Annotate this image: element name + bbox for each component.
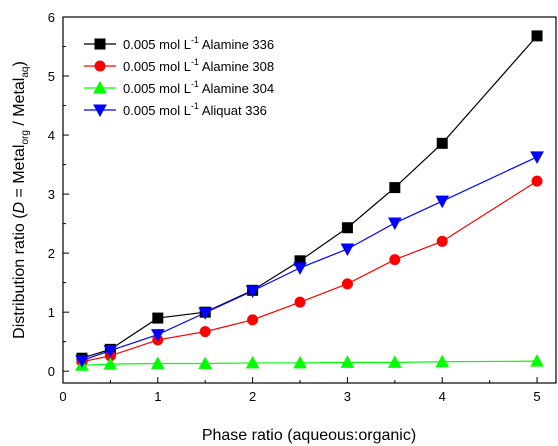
data-point xyxy=(340,243,355,257)
data-point xyxy=(436,137,448,149)
legend-label-prefix: 0.005 mol L xyxy=(123,81,191,96)
series-line xyxy=(81,156,538,362)
legend-entry: 0.005 mol L-1 Alamine 308 xyxy=(84,57,274,74)
legend-label-suffix: Alamine 304 xyxy=(199,81,274,96)
data-point xyxy=(294,296,306,308)
legend-label: 0.005 mol L-1 Alamine 304 xyxy=(123,79,274,96)
series-alamine-304 xyxy=(75,354,544,371)
y-tick-label: 5 xyxy=(48,69,55,84)
data-point xyxy=(103,345,118,358)
legend-label-sup: -1 xyxy=(191,101,199,111)
legend-label: 0.005 mol L-1 Alamine 336 xyxy=(123,35,274,52)
legend-entry: 0.005 mol L-1 Aliquat 336 xyxy=(84,101,267,118)
legend-label-sup: -1 xyxy=(191,79,199,89)
data-point xyxy=(293,355,307,369)
data-point xyxy=(75,355,89,368)
data-point xyxy=(435,195,450,209)
data-point xyxy=(150,329,165,342)
data-point xyxy=(94,60,106,72)
x-tick-label: 2 xyxy=(249,389,256,404)
data-point xyxy=(93,80,107,94)
data-point xyxy=(436,235,448,247)
data-point xyxy=(152,312,164,324)
data-point xyxy=(247,314,259,326)
x-axis-title: Phase ratio (aqueous:organic) xyxy=(202,427,416,444)
data-point xyxy=(199,326,211,338)
y-axis-title-sub-aq: aq xyxy=(20,66,31,77)
legend-label-prefix: 0.005 mol L xyxy=(123,103,191,118)
legend-label-suffix: Alamine 308 xyxy=(199,59,274,74)
y-tick-label: 0 xyxy=(48,364,55,379)
data-point xyxy=(245,355,260,369)
y-axis-title-slash: / Metal xyxy=(11,78,28,130)
y-tick-label: 1 xyxy=(48,305,55,320)
x-tick-label: 0 xyxy=(59,389,66,404)
y-tick-label: 4 xyxy=(48,128,55,143)
data-point xyxy=(94,38,106,50)
x-tick-label: 1 xyxy=(154,389,161,404)
data-point xyxy=(340,355,355,368)
data-point xyxy=(435,354,450,368)
data-point xyxy=(293,262,307,275)
legend-entry: 0.005 mol L-1 Alamine 304 xyxy=(84,79,274,96)
series-aliquat-336 xyxy=(75,151,544,368)
data-point xyxy=(341,278,353,290)
x-tick-label: 5 xyxy=(533,389,540,404)
legend-label: 0.005 mol L-1 Alamine 308 xyxy=(123,57,274,74)
y-axis-title-italic: D xyxy=(11,201,28,213)
legend-label-prefix: 0.005 mol L xyxy=(123,59,191,74)
data-point xyxy=(387,217,402,231)
data-point xyxy=(341,222,353,234)
data-point xyxy=(245,285,260,298)
data-point xyxy=(198,307,213,320)
legend-entry: 0.005 mol L-1 Alamine 336 xyxy=(84,35,274,52)
y-tick-label: 2 xyxy=(48,246,55,261)
x-tick-label: 3 xyxy=(344,389,351,404)
data-point xyxy=(198,356,213,370)
x-tick-label: 4 xyxy=(439,389,446,404)
data-point xyxy=(531,175,543,187)
axis-ticks: 0 1 2 3 4 5 0 1 2 3 4 5 6 xyxy=(48,10,541,404)
y-axis-title-mid: = Metal xyxy=(11,145,28,202)
y-axis-title-suffix: ) xyxy=(11,61,28,66)
data-point xyxy=(389,182,401,194)
legend-label: 0.005 mol L-1 Aliquat 336 xyxy=(123,101,267,118)
data-point xyxy=(530,354,544,367)
plot-frame xyxy=(62,16,557,384)
data-point xyxy=(150,356,165,370)
legend-label-prefix: 0.005 mol L xyxy=(123,37,191,52)
y-axis-title-prefix: Distribution ratio ( xyxy=(11,213,28,339)
data-point xyxy=(531,30,543,42)
data-point xyxy=(103,357,118,370)
data-point xyxy=(389,254,401,266)
legend-label-sup: -1 xyxy=(191,57,199,67)
legend-label-suffix: Aliquat 336 xyxy=(199,103,267,118)
series-line xyxy=(81,35,538,359)
y-axis-title: Distribution ratio (D = Metalorg / Metal… xyxy=(11,61,31,339)
legend-label-sup: -1 xyxy=(191,35,199,45)
data-point xyxy=(530,151,544,164)
series-line xyxy=(81,180,538,363)
y-tick-label: 6 xyxy=(48,10,55,25)
y-tick-label: 3 xyxy=(48,187,55,202)
data-point xyxy=(93,104,107,118)
series-line xyxy=(81,360,538,366)
series-layer xyxy=(75,30,544,371)
data-point xyxy=(387,355,402,368)
legend-label-suffix: Alamine 336 xyxy=(199,37,274,52)
y-axis-title-sub-org: org xyxy=(20,130,31,144)
